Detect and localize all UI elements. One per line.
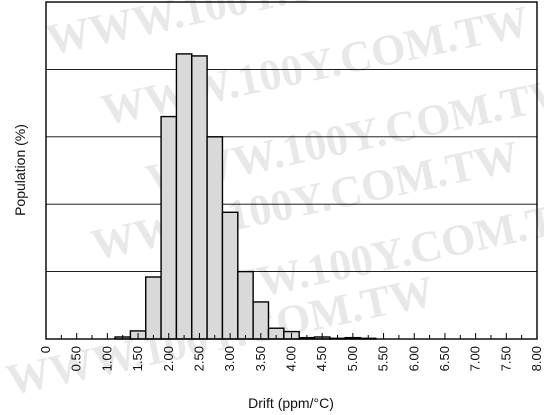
x-tick-label: 6.00 xyxy=(406,346,421,371)
x-tick-label: 5.00 xyxy=(345,346,360,371)
x-tick-label: 4.50 xyxy=(314,346,329,371)
y-axis-title: Population (%) xyxy=(12,124,28,216)
watermark-layer: WWW.100Y.COM.TWWWW.100Y.COM.TWWWW.100Y.C… xyxy=(2,0,544,405)
x-tick-label: 2.00 xyxy=(161,346,176,371)
histogram-bar xyxy=(160,115,178,340)
x-tick-label: 5.50 xyxy=(376,346,391,371)
histogram-bar xyxy=(145,276,162,340)
x-tick-label: 0 xyxy=(38,346,53,353)
x-axis-tick-labels: 0 0.50 1.00 1.50 2.00 2.50 3.00 3.50 4.00 4.50 5.0… xyxy=(38,346,544,371)
x-tick-label: 2.50 xyxy=(191,346,206,371)
x-tick-label: 0.50 xyxy=(69,346,84,371)
histogram-bar xyxy=(191,55,208,340)
histogram-bar xyxy=(175,53,193,340)
x-tick-label: 3.00 xyxy=(222,346,237,371)
x-axis-ticks xyxy=(45,333,538,339)
x-tick-label: 7.00 xyxy=(468,346,483,371)
histogram-bar xyxy=(237,270,254,340)
histogram-bar xyxy=(206,136,224,340)
x-tick-label: 1.50 xyxy=(130,346,145,371)
histogram-bar xyxy=(221,211,239,340)
x-tick-label: 8.00 xyxy=(529,346,544,371)
x-tick-label: 7.50 xyxy=(498,346,513,371)
x-tick-label: 4.00 xyxy=(284,346,299,371)
x-tick-label: 6.50 xyxy=(437,346,452,371)
gridlines xyxy=(46,68,537,273)
x-tick-label: 1.00 xyxy=(99,346,114,371)
x-tick-label: 3.50 xyxy=(253,346,268,371)
x-axis-title: Drift (ppm/°C) xyxy=(248,395,334,411)
histogram-bars xyxy=(114,53,377,340)
